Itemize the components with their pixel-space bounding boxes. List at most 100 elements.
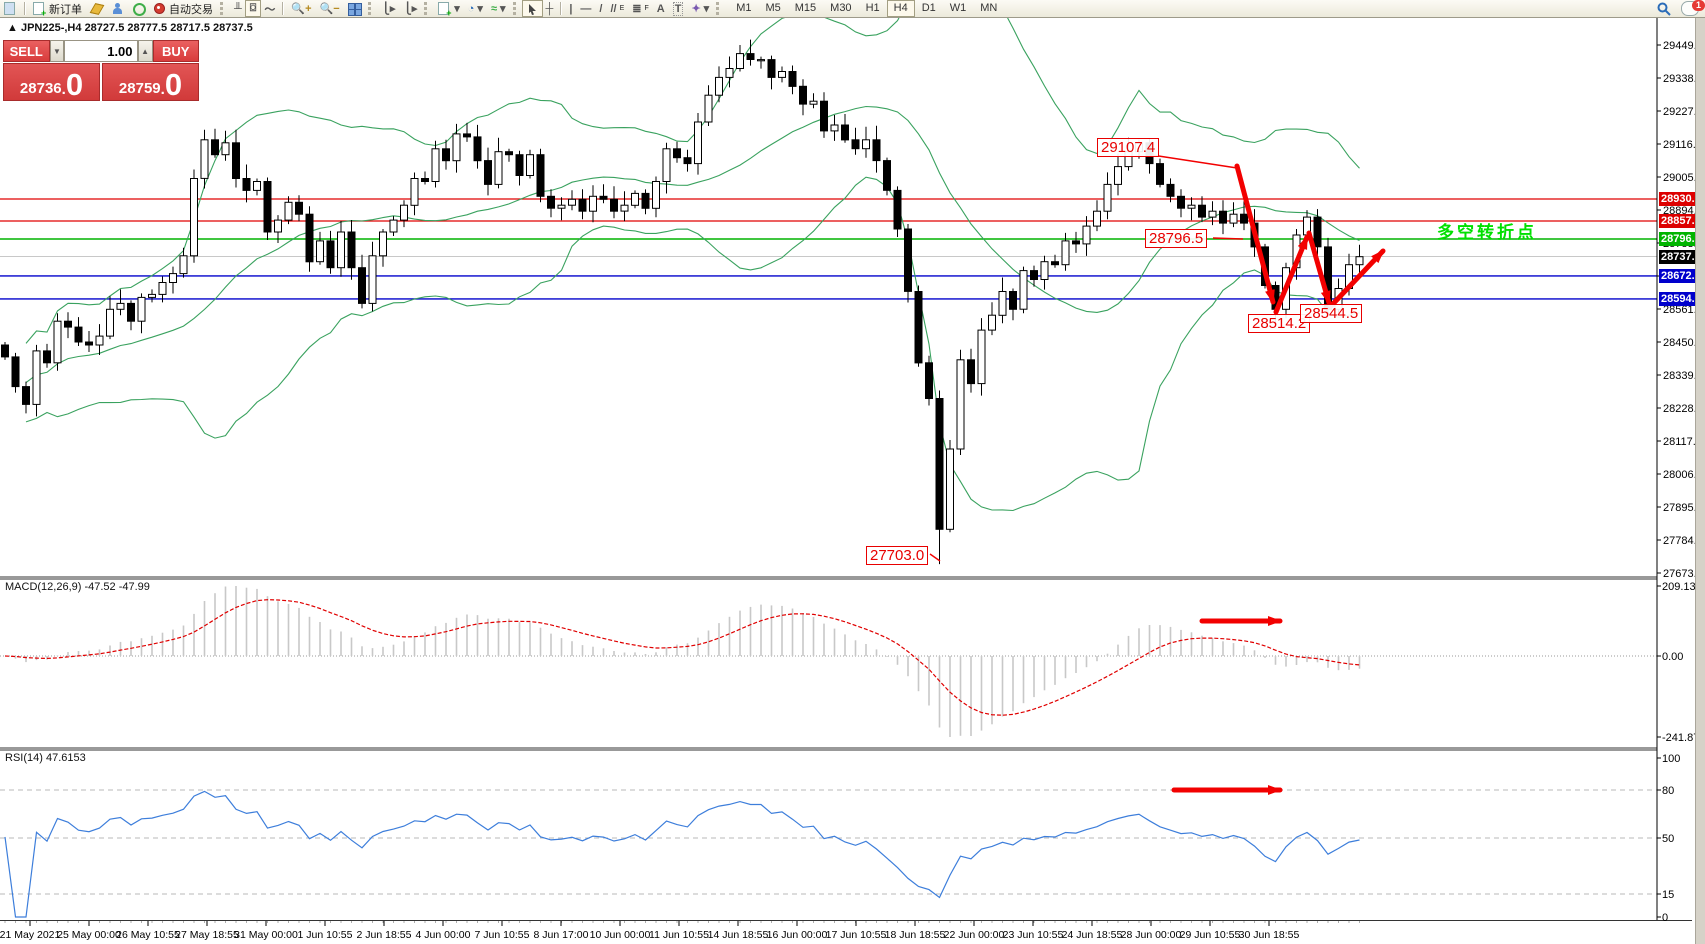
- svg-text:31 May 00:00: 31 May 00:00: [234, 929, 298, 941]
- buy-price-big-digit: 0: [164, 67, 183, 102]
- svg-text:28561.0: 28561.0: [1663, 304, 1703, 316]
- cursor-tool-button[interactable]: [521, 0, 543, 17]
- svg-text:0: 0: [1662, 912, 1668, 924]
- svg-text:8 Jun 17:00: 8 Jun 17:00: [534, 929, 589, 941]
- timeframe-m30[interactable]: M30: [830, 2, 852, 14]
- window-icon[interactable]: [0, 1, 21, 16]
- zoom-in-button[interactable]: 🔍+: [291, 3, 312, 15]
- svg-text:80: 80: [1662, 785, 1674, 797]
- timeframe-d1[interactable]: D1: [921, 2, 936, 14]
- sell-price-int: 28736: [19, 80, 62, 97]
- timeframe-mn[interactable]: MN: [980, 2, 998, 14]
- styler-button[interactable]: [86, 1, 107, 16]
- search-icon[interactable]: [1657, 2, 1671, 16]
- trendline-tool-button[interactable]: /: [599, 2, 603, 15]
- toolbar-separator: [24, 2, 26, 15]
- buy-price-int: 28759: [118, 80, 161, 97]
- svg-text:25 May 00:00: 25 May 00:00: [57, 929, 121, 941]
- svg-text:27 May 18:55: 27 May 18:55: [175, 929, 239, 941]
- new-order-label: 新订单: [49, 3, 82, 16]
- new-order-button[interactable]: + 新订单: [29, 1, 86, 18]
- toolbar-grip: [220, 2, 227, 15]
- autotrade-button[interactable]: 自动交易: [149, 1, 217, 16]
- sell-button[interactable]: SELL: [3, 40, 50, 62]
- svg-text:18 Jun 18:55: 18 Jun 18:55: [885, 929, 946, 941]
- svg-text:21 May 2021: 21 May 2021: [0, 929, 61, 941]
- svg-text:29 Jun 10:55: 29 Jun 10:55: [1180, 929, 1241, 941]
- autotrade-icon: [153, 2, 166, 15]
- svg-text:28450.0: 28450.0: [1663, 337, 1703, 349]
- svg-text:28228.0: 28228.0: [1663, 403, 1703, 415]
- timeframe-m15[interactable]: M15: [794, 2, 817, 14]
- panel-separators[interactable]: [0, 18, 1692, 921]
- volume-up-button[interactable]: ▲: [137, 40, 153, 62]
- svg-text:1 Jun 10:55: 1 Jun 10:55: [298, 929, 353, 941]
- volume-down-button[interactable]: ▼: [49, 40, 65, 62]
- buy-price-panel[interactable]: 28759. 0: [102, 63, 199, 101]
- sell-price-panel[interactable]: 28736. 0: [3, 63, 100, 101]
- zoom-out-button[interactable]: 🔍−: [319, 3, 340, 15]
- svg-text:30 Jun 18:55: 30 Jun 18:55: [1239, 929, 1300, 941]
- svg-text:27895.0: 27895.0: [1663, 502, 1703, 514]
- shapes-tool-button[interactable]: ✦ ▾: [691, 3, 710, 15]
- svg-text:28 Jun 00:00: 28 Jun 00:00: [1121, 929, 1182, 941]
- fibonacci-tool-button[interactable]: ≣ F: [632, 3, 649, 15]
- svg-text:0.00: 0.00: [1662, 651, 1683, 663]
- buy-button[interactable]: BUY: [152, 40, 200, 62]
- macd-indicator-label: MACD(12,26,9) -47.52 -47.99: [5, 581, 150, 593]
- indicator-window-button[interactable]: ⎩▸: [381, 3, 396, 15]
- svg-text:27784.0: 27784.0: [1663, 535, 1703, 547]
- add-indicator-button[interactable]: + ▾: [434, 1, 464, 18]
- signals-button[interactable]: [128, 1, 149, 16]
- svg-text:29338.0: 29338.0: [1663, 73, 1703, 85]
- timeframe-bar: M1 M5 M15 M30 H1 H4 D1 W1 MN: [730, 0, 1003, 17]
- timeframe-h1[interactable]: H1: [865, 2, 880, 14]
- svg-text:50: 50: [1662, 833, 1674, 845]
- svg-text:17 Jun 10:55: 17 Jun 10:55: [826, 929, 887, 941]
- symbol-name: JPN225-,H4: [20, 22, 82, 34]
- period-button[interactable]: ◔ ▾: [467, 2, 483, 16]
- svg-text:4 Jun 00:00: 4 Jun 00:00: [416, 929, 471, 941]
- vline-tool-button[interactable]: |: [569, 2, 573, 15]
- tile-windows-button[interactable]: [344, 1, 365, 16]
- signal-icon: [132, 2, 146, 16]
- svg-text:29116.0: 29116.0: [1663, 139, 1702, 151]
- svg-text:15: 15: [1662, 889, 1674, 901]
- rsi-panel-content: [0, 789, 1657, 918]
- line-chart-button[interactable]: 〜: [264, 3, 276, 16]
- chart-window[interactable]: 29449.0 29338.0 29227.0 29116.0 29005.0 28894…: [0, 18, 1705, 944]
- label-tool-button[interactable]: T: [672, 1, 684, 16]
- svg-text:2 Jun 18:55: 2 Jun 18:55: [357, 929, 412, 941]
- svg-text:11 Jun 10:55: 11 Jun 10:55: [649, 929, 709, 941]
- channel-tool-button[interactable]: //E: [610, 2, 625, 15]
- svg-text:29227.0: 29227.0: [1663, 106, 1703, 118]
- text-tool-button[interactable]: A: [656, 2, 665, 15]
- chat-icon[interactable]: 1: [1681, 0, 1705, 16]
- chat-badge: 1: [1692, 0, 1705, 11]
- svg-text:26 May 10:55: 26 May 10:55: [116, 929, 180, 941]
- indicator-window2-button[interactable]: ⎩▸: [403, 3, 418, 15]
- window-edge: [1695, 17, 1705, 944]
- svg-text:27673.0: 27673.0: [1663, 568, 1703, 580]
- svg-text:22 Jun 00:00: 22 Jun 00:00: [944, 929, 1005, 941]
- template-button[interactable]: ≈ ▾: [490, 2, 506, 16]
- timeframe-w1[interactable]: W1: [949, 2, 967, 14]
- svg-text:29449.0: 29449.0: [1663, 40, 1703, 52]
- crosshair-tool-button[interactable]: ┼: [545, 2, 554, 15]
- collapse-arrow-icon[interactable]: ▲: [7, 22, 18, 34]
- timeframe-m1[interactable]: M1: [736, 2, 752, 14]
- candlestick-chart-button[interactable]: ⌼: [244, 0, 262, 17]
- svg-text:28006.0: 28006.0: [1663, 469, 1703, 481]
- bar-chart-button[interactable]: ╨: [234, 2, 242, 15]
- svg-text:29005.0: 29005.0: [1663, 172, 1703, 184]
- timeframe-h4[interactable]: H4: [886, 0, 915, 17]
- hline-tool-button[interactable]: —: [580, 2, 592, 15]
- volume-input[interactable]: 1.00: [64, 40, 138, 62]
- one-click-trade-panel: SELL ▼ 1.00 ▲ BUY 28736. 0 28759. 0: [3, 40, 200, 101]
- community-button[interactable]: [107, 1, 128, 16]
- cursor-icon: [528, 3, 536, 15]
- broom-icon: [89, 2, 105, 15]
- timeframe-m5[interactable]: M5: [765, 2, 781, 14]
